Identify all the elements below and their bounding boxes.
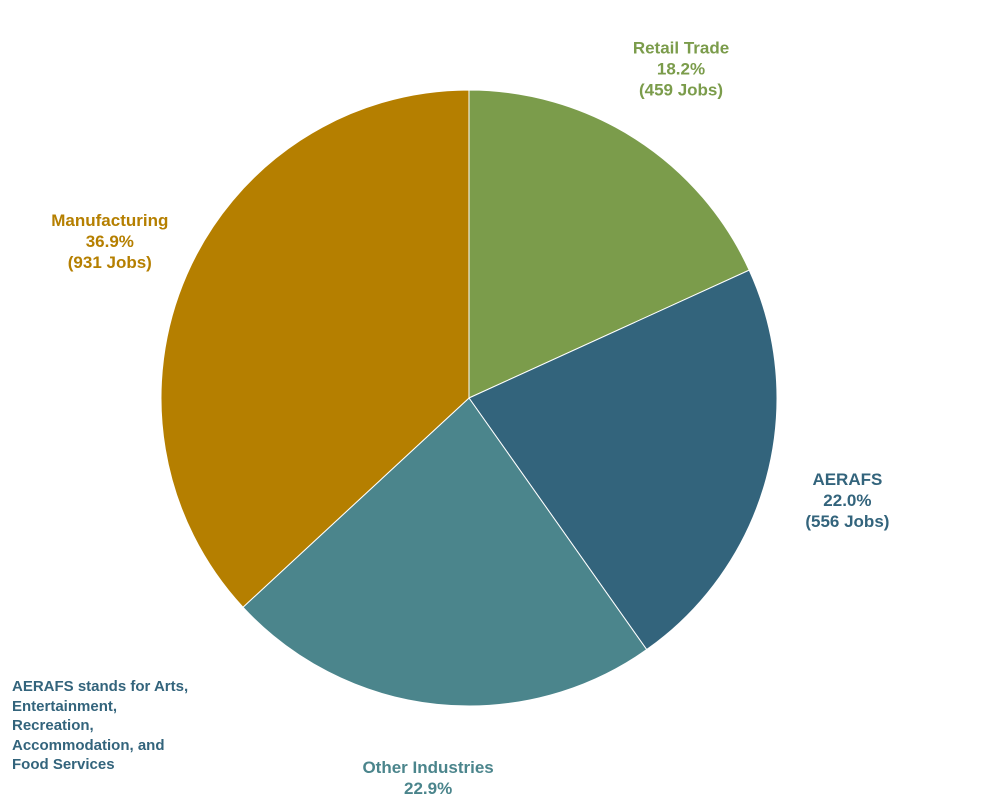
pie-slice-other-industries: [242, 397, 648, 707]
pie-slice-aerafs: [468, 269, 778, 651]
slice-percent: 18.2%: [657, 59, 705, 78]
slice-jobs: (931 Jobs): [68, 253, 152, 272]
slice-jobs: (556 Jobs): [805, 512, 889, 531]
slice-label-manufacturing: Manufacturing 36.9% (931 Jobs): [51, 211, 168, 272]
footnote-aerafs-definition: AERAFS stands for Arts, Entertainment, R…: [12, 678, 189, 773]
pie-slice-retail-trade: [468, 89, 750, 399]
slice-name: Other Industries: [362, 758, 493, 777]
slice-label-aerafs: AERAFS 22.0% (556 Jobs): [805, 470, 889, 531]
slice-name: Retail Trade: [633, 38, 729, 57]
slice-jobs: (459 Jobs): [639, 80, 723, 99]
slice-label-retail-trade: Retail Trade 18.2% (459 Jobs): [633, 38, 729, 99]
slice-percent: 22.9%: [404, 779, 452, 798]
pie-slices: [160, 89, 778, 707]
pie-labels: Retail Trade 18.2% (459 Jobs) AERAFS 22.0% (5…: [51, 38, 889, 800]
slice-percent: 36.9%: [86, 232, 134, 251]
pie-slice-manufacturing: [160, 89, 470, 608]
slice-name: AERAFS: [812, 470, 882, 489]
slice-percent: 22.0%: [823, 491, 871, 510]
slice-name: Manufacturing: [51, 211, 168, 230]
